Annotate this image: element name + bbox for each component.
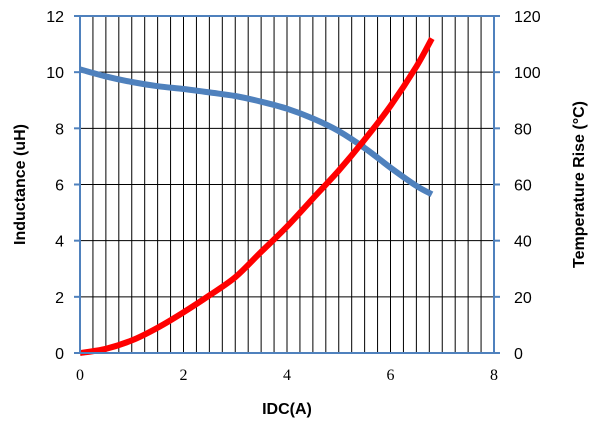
plot-area-border	[79, 15, 495, 354]
x-tick-label: 2	[180, 367, 188, 384]
y-tick-label: 6	[55, 178, 64, 195]
y-tick-label: 2	[55, 290, 64, 307]
inductance-line	[79, 66, 434, 197]
y-tick-label: 0	[55, 346, 64, 363]
series-lines	[79, 37, 435, 356]
x-tick-label: 4	[283, 367, 291, 384]
y2-tick-label: 60	[514, 178, 532, 195]
x-tick-label: 6	[387, 367, 395, 384]
temperature-rise-line	[79, 37, 435, 356]
x-tick-label: 8	[490, 367, 498, 384]
y2-axis-title: Temperature Rise (°C)	[571, 101, 588, 268]
y-axis-title: Inductance (uH)	[12, 124, 29, 245]
y2-tick-label: 120	[514, 9, 541, 26]
y-tick-label: 8	[55, 121, 64, 138]
y-tick-label: 4	[55, 234, 64, 251]
y-tick-label: 10	[46, 65, 64, 82]
y2-tick-label: 20	[514, 290, 532, 307]
y2-tick-label: 80	[514, 121, 532, 138]
x-axis-title: IDC(A)	[262, 401, 312, 418]
y2-tick-label: 40	[514, 234, 532, 251]
y-tick-label: 12	[46, 9, 64, 26]
y2-tick-label: 100	[514, 65, 541, 82]
gridlines	[74, 15, 500, 354]
x-tick-label: 0	[76, 367, 84, 384]
y2-tick-label: 0	[514, 346, 523, 363]
